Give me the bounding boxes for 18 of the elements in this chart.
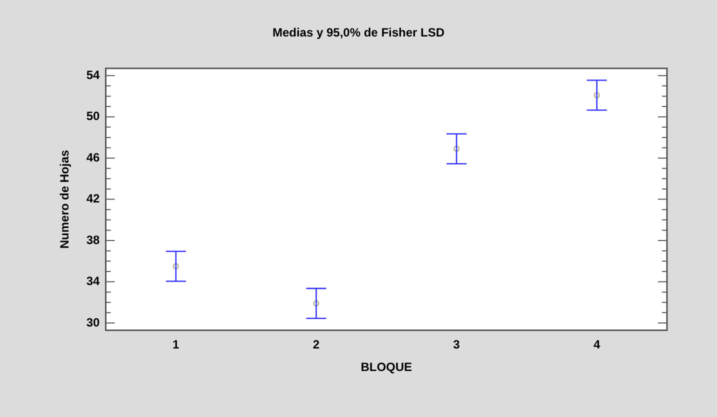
y-tick-label: 42 [86, 192, 100, 206]
x-tick-label: 4 [594, 338, 600, 352]
y-tick-label: 50 [86, 109, 100, 124]
x-tick-label: 3 [453, 338, 460, 352]
y-tick-label: 54 [86, 68, 100, 82]
y-tick-label: 34 [86, 274, 100, 288]
point [594, 92, 600, 98]
x-tick-label: 1 [172, 338, 180, 352]
point [172, 263, 179, 270]
y-tick-label: 46 [86, 150, 100, 164]
y-axis-title: Numero de Hojas [58, 150, 72, 249]
y-tick-label: 30 [86, 315, 100, 330]
point [454, 146, 460, 152]
y-tick-label: 38 [86, 232, 100, 247]
point [313, 300, 320, 306]
chart-title: Medias y 95,0% de Fisher LSD [272, 26, 445, 40]
x-axis-title: BLOQUE [360, 360, 412, 374]
x-tick-label: 2 [312, 338, 320, 352]
